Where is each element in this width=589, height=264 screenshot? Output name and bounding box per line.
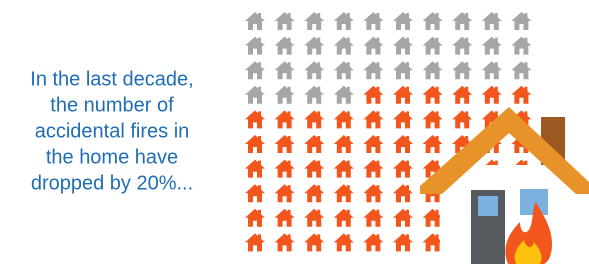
house-icon [423, 12, 443, 30]
house-icon [363, 209, 383, 227]
house-icon [423, 135, 443, 153]
house-icon [423, 61, 443, 79]
house-icon [393, 110, 413, 128]
house-icon [363, 135, 383, 153]
house-icon [452, 110, 472, 128]
house-icon [423, 86, 443, 104]
house-icon [363, 184, 383, 202]
house-icon [245, 184, 265, 202]
house-icon [334, 12, 354, 30]
house-icon [304, 37, 324, 55]
house-icon [334, 209, 354, 227]
house-icon [304, 233, 324, 251]
house-icon [393, 12, 413, 30]
house-icon [304, 12, 324, 30]
house-icon [423, 233, 443, 251]
house-icon [393, 233, 413, 251]
house-icon [275, 209, 295, 227]
caption-line: In the last decade, [30, 68, 193, 90]
house-icon [363, 233, 383, 251]
house-icon [363, 160, 383, 178]
caption-line: dropped by 20%... [31, 172, 193, 194]
house-icon [452, 12, 472, 30]
house-icon [363, 37, 383, 55]
house-icon [393, 61, 413, 79]
house-icon [334, 233, 354, 251]
house-icon [393, 135, 413, 153]
house-icon [334, 135, 354, 153]
house-icon [275, 12, 295, 30]
house-icon [334, 160, 354, 178]
house-icon [482, 37, 502, 55]
house-icon [423, 110, 443, 128]
house-icon [275, 135, 295, 153]
house-icon [275, 184, 295, 202]
house-icon [393, 86, 413, 104]
house-icon [363, 12, 383, 30]
house-icon [423, 37, 443, 55]
chart: In the last decade, the number of accident… [0, 0, 589, 264]
house-icon [393, 184, 413, 202]
house-icon [245, 233, 265, 251]
house-icon [511, 37, 531, 55]
house-icon [275, 37, 295, 55]
house-icon [304, 110, 324, 128]
house-icon [275, 160, 295, 178]
house-icon [511, 86, 531, 104]
house-icon [245, 209, 265, 227]
house-icon [334, 37, 354, 55]
house-icon [245, 135, 265, 153]
house-icon [482, 86, 502, 104]
caption-line: accidental fires in [35, 120, 190, 142]
house-icon [275, 61, 295, 79]
house-icon [245, 12, 265, 30]
caption: In the last decade, the number of accident… [30, 68, 193, 194]
house-icon [423, 209, 443, 227]
caption-line: the home have [46, 146, 178, 168]
house-icon [452, 37, 472, 55]
caption-line: the number of [50, 94, 174, 116]
house-icon [511, 12, 531, 30]
house-icon [245, 110, 265, 128]
house-icon [304, 61, 324, 79]
house-icon [334, 110, 354, 128]
house-icon [275, 110, 295, 128]
house-icon [452, 86, 472, 104]
house-icon [393, 160, 413, 178]
house-icon [511, 61, 531, 79]
house-icon [304, 160, 324, 178]
house-icon [245, 61, 265, 79]
house-icon [304, 209, 324, 227]
house-icon [275, 86, 295, 104]
house-icon [304, 184, 324, 202]
big-house [420, 107, 589, 264]
house-icon [245, 37, 265, 55]
house-icon [334, 86, 354, 104]
house-icon [393, 209, 413, 227]
house-icon [393, 37, 413, 55]
house-icon [334, 61, 354, 79]
house-icon [482, 12, 502, 30]
door-window [478, 196, 498, 216]
house-icon [482, 61, 502, 79]
house-icon [245, 86, 265, 104]
infographic: In the last decade, the number of accident… [0, 0, 589, 264]
house-icon [334, 184, 354, 202]
house-icon [363, 86, 383, 104]
house-icon [363, 110, 383, 128]
house-icon [304, 86, 324, 104]
house-icon [452, 61, 472, 79]
house-icon [304, 135, 324, 153]
house-icon [245, 160, 265, 178]
house-icon [363, 61, 383, 79]
house-icon [275, 233, 295, 251]
